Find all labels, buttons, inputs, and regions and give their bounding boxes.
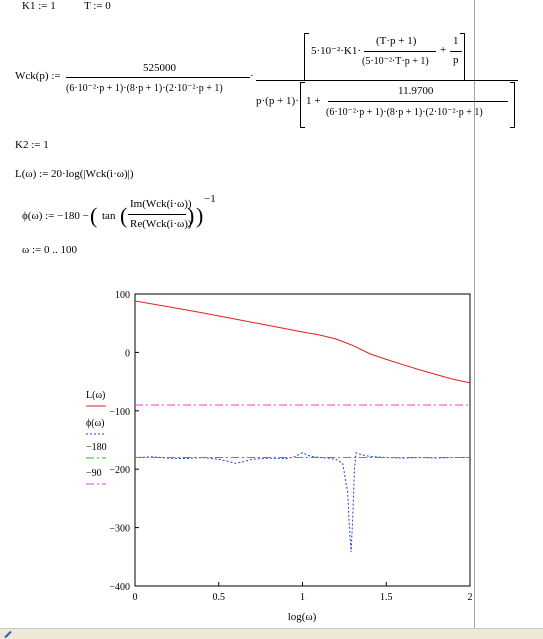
omega-range-definition[interactable]: ω := 0 .. 100 [22, 244, 77, 256]
x-tick-label: 1 [300, 592, 305, 603]
y-tick-label: −300 [109, 524, 130, 535]
wck-tp1: (T·p + 1) [376, 35, 417, 47]
phi-im: Im(Wck(i·ω)) [130, 198, 192, 210]
series-line-1 [134, 300, 471, 384]
legend: L(ω) ϕ(ω) −180 −90 [86, 390, 107, 485]
phi-re: Re(Wck(i·ω)) [130, 218, 192, 230]
wck-lower-right-bracket [510, 82, 515, 128]
wck-plus: + [440, 44, 447, 56]
wck-pp: p·(p + 1)· [256, 95, 299, 107]
wck-p: p [453, 54, 459, 66]
wck-lower-left-bracket [300, 82, 305, 128]
wck-11970: 11.9700 [398, 85, 434, 97]
l-omega-definition[interactable]: L(ω) := 20·log(|Wck(i·ω)|) [15, 168, 134, 180]
x-tick-label: 0.5 [213, 592, 226, 603]
status-bar [0, 628, 543, 639]
wck-numerator-525000: 525000 [143, 62, 176, 74]
legend-label-2: ϕ(ω) [86, 418, 105, 429]
worksheet-right-margin-line [474, 0, 475, 628]
legend-label-1: L(ω) [86, 390, 105, 401]
x-axis-ticks: 0 0.5 1 1.5 2 [133, 582, 473, 603]
wck-denominator-1: (6·10⁻²·p + 1)·(8·p + 1)·(2·10⁻²·p + 1) [66, 83, 223, 94]
x-tick-label: 1.5 [380, 592, 393, 603]
wck-one: 1 [453, 35, 459, 47]
wck-denominator-2: (6·10⁻²·p + 1)·(8·p + 1)·(2·10⁻²·p + 1) [326, 107, 483, 118]
pencil-icon [4, 631, 12, 638]
x-axis-label: log(ω) [288, 611, 317, 623]
wck-upper-coeff: 5·10⁻²·K1· [311, 45, 362, 57]
phi-exponent: −1 [204, 193, 216, 205]
y-axis-ticks: 100 0 −100 −200 −300 −400 [109, 290, 139, 593]
legend-label-3: −180 [86, 442, 107, 453]
wck-inner-denominator: (5·10⁻²·T·p + 1) [362, 56, 429, 67]
wck-fraction-line-1 [66, 77, 250, 78]
wck-lhs: Wck(p) := [15, 70, 61, 82]
y-tick-label: 0 [125, 348, 130, 359]
phi-inner-right-paren: ) [187, 203, 195, 228]
y-tick-label: −400 [109, 582, 130, 593]
t-definition[interactable]: T := 0 [84, 0, 111, 12]
phi-left-paren: ( [90, 203, 98, 228]
y-tick-label: 100 [115, 290, 130, 301]
plot-frame [134, 293, 471, 587]
k1-definition[interactable]: K1 := 1 [22, 0, 56, 12]
y-tick-label: −100 [109, 407, 130, 418]
series-group [134, 300, 471, 553]
y-tick-label: −200 [109, 465, 130, 476]
wck-inner-fraction-line [364, 51, 436, 52]
phi-lhs: ϕ(ω) := −180 − [22, 210, 89, 222]
phi-tan: tan [102, 210, 116, 222]
phi-fraction-line [128, 214, 186, 215]
legend-label-4: −90 [86, 468, 102, 479]
wck-one-over-p-line [450, 51, 462, 52]
wck-one-plus: 1 + [306, 95, 321, 107]
wck-main-fraction-line [256, 80, 518, 81]
x-tick-label: 2 [468, 592, 473, 603]
worksheet-right-pane [475, 0, 543, 628]
wck-dot-operator: · [250, 70, 254, 82]
series-line-2 [134, 452, 470, 553]
wck-lower-fraction-line [328, 101, 508, 102]
k2-definition[interactable]: K2 := 1 [15, 139, 49, 151]
x-tick-label: 0 [133, 592, 138, 603]
phi-inner-left-paren: ( [120, 203, 128, 228]
phi-right-paren: ) [196, 203, 204, 228]
